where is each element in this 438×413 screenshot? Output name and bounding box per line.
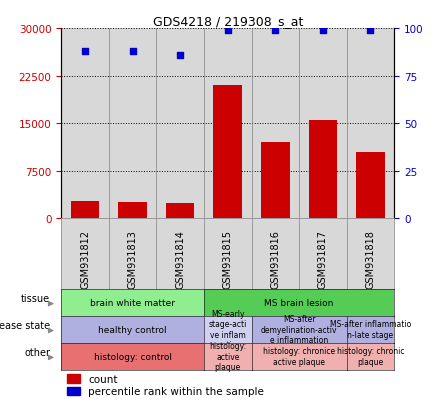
Text: GSM931818: GSM931818 [365,230,375,288]
Text: histology: chronic
plaque: histology: chronic plaque [337,347,404,366]
Text: histology: control: histology: control [94,352,172,361]
Text: tissue: tissue [21,294,50,304]
Text: MS brain lesion: MS brain lesion [265,298,334,307]
Text: GSM931815: GSM931815 [223,230,233,288]
Bar [261,143,290,219]
Point [367,28,374,34]
Point [81,48,88,55]
Text: GSM931814: GSM931814 [175,230,185,288]
Title: GDS4218 / 219308_s_at: GDS4218 / 219308_s_at [152,15,303,28]
Text: healthy control: healthy control [99,325,167,334]
Bar [166,203,194,219]
Text: GSM931817: GSM931817 [318,230,328,288]
Bar [356,152,385,219]
Point [177,52,184,59]
Text: disease state: disease state [0,320,50,330]
Bar [67,387,80,395]
Text: other: other [24,347,50,357]
Text: MS-after inflammatio
n-late stage: MS-after inflammatio n-late stage [330,320,411,339]
Point [224,28,231,34]
Point [272,28,279,34]
Text: GSM931812: GSM931812 [80,230,90,288]
Bar [213,86,242,219]
Text: histology: chronice
active plaque: histology: chronice active plaque [263,347,335,366]
Text: brain white matter: brain white matter [90,298,175,307]
Bar [309,121,337,219]
Bar [71,201,99,219]
Text: count: count [88,374,117,384]
Text: GSM931816: GSM931816 [270,230,280,288]
Point [129,48,136,55]
Text: percentile rank within the sample: percentile rank within the sample [88,386,264,396]
Text: GSM931813: GSM931813 [127,230,138,288]
Text: MS-early
stage-acti
ve inflam
mation: MS-early stage-acti ve inflam mation [208,309,247,349]
Text: MS-after
demyelination-activ
e inflammation: MS-after demyelination-activ e inflammat… [261,315,337,344]
Bar [67,374,80,383]
Bar [118,202,147,219]
Text: histology:
active
plaque: histology: active plaque [209,342,246,371]
Point [319,28,326,34]
